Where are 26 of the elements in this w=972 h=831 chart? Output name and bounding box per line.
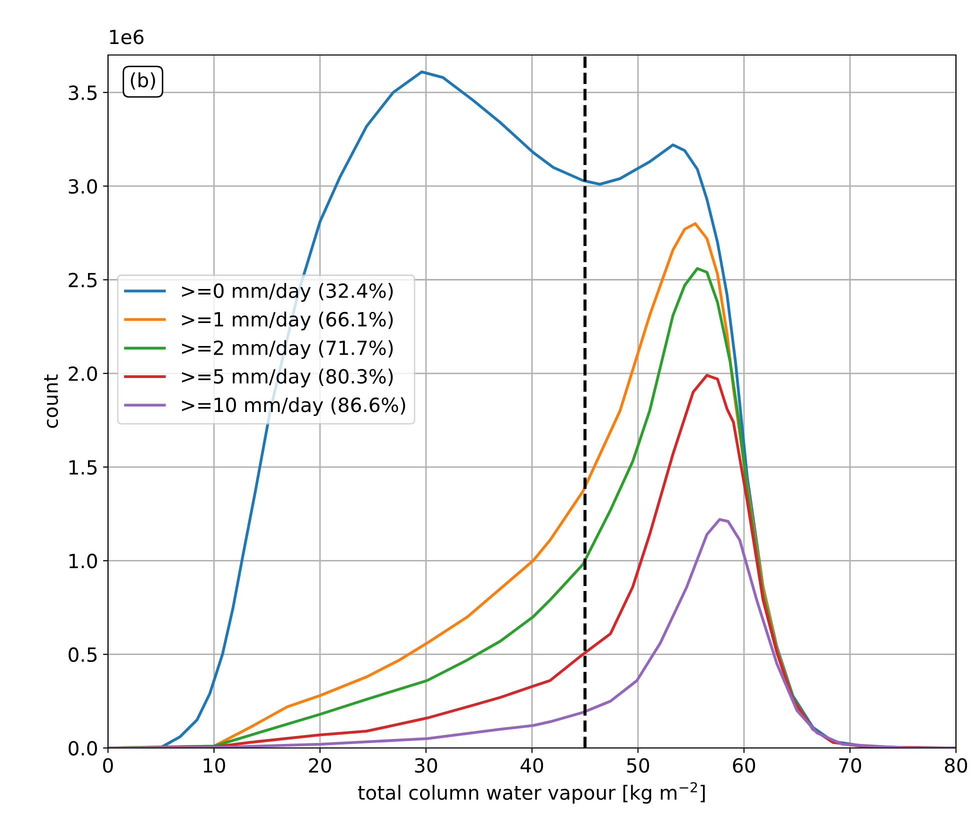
x-tick-label: 0 xyxy=(103,758,113,773)
y-tick-label: 3.0 xyxy=(68,179,97,194)
y-axis-title: count xyxy=(44,374,58,428)
y-tick-label: 1.0 xyxy=(69,554,97,568)
annotation: (b) xyxy=(130,72,156,90)
x-tick-label: 10 xyxy=(204,758,226,773)
y-tick-label: 3.5 xyxy=(68,85,97,100)
x-tick-label: 50 xyxy=(627,758,650,773)
x-tick-label: 80 xyxy=(944,758,968,773)
x-tick-label: 60 xyxy=(732,758,756,773)
x-tick-label: 40 xyxy=(520,758,544,773)
x-tick-label: 20 xyxy=(309,758,332,773)
text: 1e6 xyxy=(110,30,144,44)
x-tick-label: 70 xyxy=(839,758,862,773)
legend-label: >=5 mm/day (80.3%) xyxy=(182,368,393,388)
x-axis-title: total column water vapour [kg m$^{−2}$] xyxy=(358,782,705,804)
legend-label: >=1 mm/day (66.1%) xyxy=(182,312,393,330)
y-tick-label: 1.5 xyxy=(69,460,97,475)
y-tick-label: 0.0 xyxy=(68,740,97,756)
legend-label: >=10 mm/day (86.6%) xyxy=(182,397,406,416)
y-tick-label: 2.5 xyxy=(68,272,97,288)
legend-label: >=0 mm/day (32.4%) xyxy=(182,283,393,302)
x-tick-label: 30 xyxy=(415,758,438,773)
legend-label: >=2 mm/day (71.7%) xyxy=(182,340,393,359)
y-tick-label: 0.5 xyxy=(68,647,97,662)
y-tick-label: 2.0 xyxy=(68,366,97,382)
